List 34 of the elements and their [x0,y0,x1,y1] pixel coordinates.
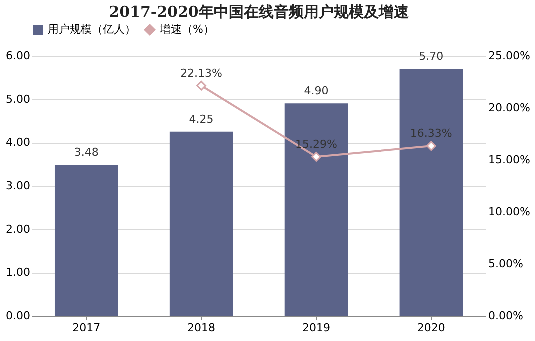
bar [54,165,118,316]
data-label: 3.48 [74,146,99,160]
data-label: 22.13% [180,66,223,80]
data-label: 4.25 [189,112,214,126]
point [196,80,206,91]
y2-tick-label: 0.00% [488,310,524,322]
data-label: 16.33% [410,127,452,140]
y-tick-label: 6.00 [6,50,30,62]
y2-tick-label: 10.00% [488,206,530,218]
y2-tick-label: 25.00% [488,50,530,62]
data-label: 4.90 [304,84,329,98]
legend-label: 用户规模（亿人） [48,23,136,36]
y-tick-label: 3.00 [6,180,30,192]
y-tick-label: 4.00 [6,136,30,150]
x-tick-label: 2019 [302,322,330,334]
bar [170,132,234,316]
legend-label: 增速（%） [159,23,214,36]
point [312,152,322,162]
y-tick-label: 5.00 [6,92,30,106]
x-tick-label: 2020 [417,322,446,334]
x-tick-label: 2018 [188,322,216,334]
data-label: 5.70 [419,50,444,63]
bar [284,104,348,316]
x-tick-label: 2017 [72,322,101,334]
y2-tick-label: 20.00% [488,102,530,114]
data-label: 15.29% [295,138,338,151]
y2-tick-label: 5.00% [488,258,524,270]
bar [400,69,464,316]
chart-title: 2017-2020年中国在线音频用户规模及增速 [109,3,410,21]
y2-tick-label: 15.00% [488,154,530,166]
y-tick-label: 2.00 [6,222,30,236]
point [426,141,436,152]
y-tick-label: 1.00 [6,266,30,280]
y-tick-label: 0.00 [6,310,30,322]
